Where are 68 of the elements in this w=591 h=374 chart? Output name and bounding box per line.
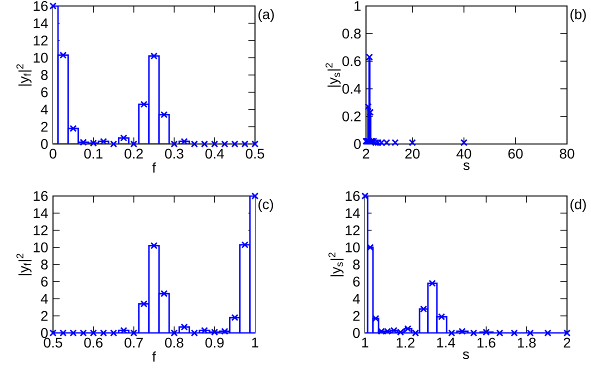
x-tick-label: 0.6 — [84, 338, 103, 348]
x-axis-title: f — [152, 351, 156, 362]
x-tick-label: 1.4 — [437, 338, 456, 348]
y-tick-label: 1 — [354, 1, 361, 11]
text: (b) — [570, 8, 586, 22]
y-axis-title: |y$_{s}$|$^{2}$ — [326, 63, 341, 87]
x-tick-label: 0 — [50, 148, 56, 159]
x-tick-label: 40 — [456, 148, 472, 159]
y-tick-label: 4 — [40, 104, 48, 114]
y-tick-label: 2 — [41, 122, 48, 132]
text: (a) — [258, 8, 274, 22]
y-tick-label: 0.2 — [342, 111, 361, 122]
y-tick-label: 16 — [34, 1, 48, 11]
y-tick-label: 0 — [354, 139, 361, 149]
y-tick-label: 10 — [34, 242, 48, 252]
x-tick-label: 0.5 — [44, 338, 62, 348]
x-tick-label: 60 — [508, 148, 523, 159]
y-axis-title: |y$_{f}$|$^{2}$ — [16, 64, 32, 86]
y-tick-label: 10 — [34, 52, 48, 63]
x-tick-label: 0.9 — [205, 338, 224, 348]
y-tick-label: 8 — [41, 260, 48, 270]
x-tick-label: 2 — [564, 338, 570, 348]
text: (c) — [258, 198, 274, 212]
y-tick-label: 0 — [41, 139, 48, 149]
x-tick-label: 0.7 — [124, 338, 143, 348]
y-tick-label: 6 — [41, 276, 48, 287]
y-tick-label: 12 — [34, 36, 48, 46]
x-tick-label: 2 — [362, 148, 370, 158]
x-tick-label: 1 — [252, 338, 258, 348]
x-axis-title: f — [152, 162, 156, 173]
y-tick-label: 0.6 — [342, 56, 361, 66]
y-tick-label: 8 — [353, 260, 360, 270]
y-tick-label: 6 — [353, 276, 360, 287]
y-tick-label: 14 — [346, 208, 360, 218]
y-axis-title: |y$_{s}$|$^{2}$ — [328, 252, 344, 276]
y-tick-label: 4 — [40, 294, 48, 304]
x-tick-label: 1.8 — [518, 338, 536, 348]
x-axis-title: s — [462, 351, 469, 360]
text: (d) — [570, 198, 586, 212]
y-tick-label: 8 — [41, 70, 48, 80]
y-tick-label: 16 — [346, 191, 360, 201]
x-tick-label: 0.8 — [165, 338, 184, 348]
x-axis-title: s — [463, 162, 470, 170]
x-tick-label: 0.1 — [84, 148, 102, 159]
x-tick-label: 0.3 — [165, 148, 184, 159]
y-tick-label: 4 — [352, 294, 360, 304]
x-tick-label: 80 — [560, 148, 574, 159]
y-tick-label: 12 — [346, 225, 360, 236]
y-tick-label: 14 — [34, 18, 48, 28]
y-tick-label: 14 — [34, 208, 48, 218]
x-tick-label: 20 — [405, 148, 420, 159]
y-tick-label: 16 — [34, 191, 48, 201]
y-tick-label: 6 — [41, 87, 48, 98]
y-tick-label: 0.8 — [342, 28, 361, 39]
y-tick-label: 2 — [41, 310, 48, 321]
y-tick-label: 10 — [346, 242, 360, 252]
y-tick-label: 0 — [41, 328, 48, 338]
y-tick-label: 12 — [34, 225, 48, 236]
x-tick-label: 0.2 — [124, 148, 143, 159]
x-tick-label: 0.5 — [246, 148, 264, 159]
x-tick-label: 0.4 — [205, 148, 224, 159]
x-tick-label: 1 — [362, 338, 368, 348]
x-tick-label: 1.2 — [396, 338, 414, 348]
y-axis-title: |y$_{f}$|$^{2}$ — [16, 254, 32, 276]
y-tick-label: 0 — [353, 328, 360, 338]
y-tick-label: 2 — [353, 310, 360, 321]
y-tick-label: 0.4 — [342, 84, 361, 94]
x-tick-label: 1.6 — [478, 338, 496, 348]
